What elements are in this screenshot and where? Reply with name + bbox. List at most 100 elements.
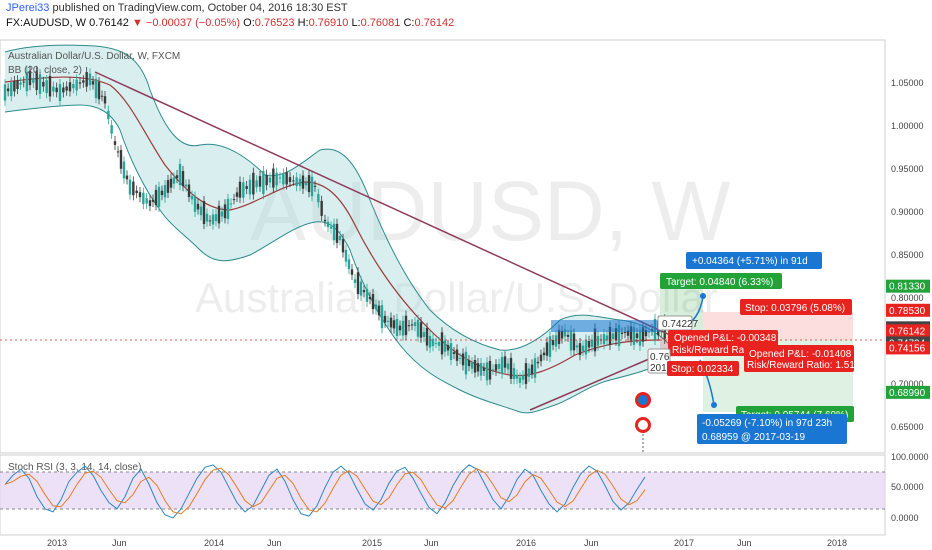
candle-body	[488, 360, 492, 380]
candle-body	[332, 223, 336, 241]
x-tick-label: 2017	[674, 538, 694, 548]
high-value: 0.76910	[308, 17, 349, 29]
candle-body	[154, 189, 158, 206]
candle-body	[644, 329, 648, 337]
price-tag-label: 0.68990	[889, 388, 926, 399]
candle-body	[285, 172, 288, 185]
short-pl-label[interactable]	[744, 345, 854, 372]
candle-body	[407, 325, 411, 327]
candle-body	[184, 184, 188, 187]
down-target-subtext: 0.68959 @ 2017-03-19	[702, 432, 805, 443]
price-tag	[886, 303, 930, 317]
candle-body	[452, 352, 456, 354]
candle-body	[587, 340, 591, 348]
y-tick-label: 1.00000	[891, 121, 924, 131]
candle-body	[617, 324, 621, 346]
candle-body	[232, 199, 236, 201]
candle-body	[35, 71, 38, 91]
candle-body	[638, 329, 642, 346]
candle-body	[395, 318, 399, 337]
stoch-d-line	[4, 467, 646, 515]
candle-body	[32, 78, 35, 83]
candle-body	[467, 360, 471, 367]
candle-body	[169, 178, 173, 188]
candle-body	[635, 333, 639, 339]
main-pane[interactable]	[0, 39, 886, 454]
candle-body	[75, 79, 78, 91]
candle-body	[620, 332, 624, 335]
price-tag-label: 0.78530	[889, 306, 926, 317]
y-tick-label: 0.70000	[891, 379, 924, 389]
candle-body	[110, 125, 113, 134]
candle-body	[386, 320, 390, 322]
candle-body	[113, 141, 117, 145]
candle-body	[205, 213, 209, 222]
watermark-name: Australian Dollar/U.S. Dollar	[195, 274, 718, 321]
short-projection-dot	[711, 402, 717, 408]
up-target-box[interactable]	[686, 252, 822, 269]
x-tick-label: 2013	[47, 538, 67, 548]
support-trendline[interactable]	[529, 349, 671, 411]
candle-body	[202, 201, 206, 225]
candle-body	[566, 334, 570, 337]
candle-body	[578, 343, 582, 356]
candle-body	[307, 175, 311, 193]
candle-body	[262, 171, 265, 195]
candle-body	[28, 70, 32, 86]
candle-body	[245, 186, 248, 190]
candle-body	[326, 221, 330, 228]
candle-body	[365, 288, 369, 302]
candle-body	[362, 290, 366, 293]
down-target-box[interactable]	[697, 414, 847, 444]
candle-body	[512, 368, 516, 380]
candle-body	[614, 328, 618, 341]
long-target-text: Target: 0.04840 (6.33%)	[666, 277, 773, 288]
candle-body	[596, 336, 600, 346]
candle-body	[410, 324, 414, 326]
x-tick-label: 2014	[204, 538, 224, 548]
candle-body	[226, 198, 230, 219]
candle-body	[419, 322, 423, 338]
resistance-trendline[interactable]	[94, 71, 671, 336]
candle-body	[329, 226, 333, 229]
long-projection-dot	[700, 293, 706, 299]
candle-body	[65, 86, 68, 91]
candle-body	[151, 199, 155, 202]
candle-body	[539, 354, 543, 362]
long-target-label[interactable]	[660, 273, 782, 289]
candle-body	[175, 175, 179, 179]
candle-body	[389, 317, 393, 328]
candle-body	[295, 177, 298, 187]
resistance-zone[interactable]	[551, 320, 660, 332]
candle-body	[145, 198, 148, 204]
candle-body	[551, 340, 555, 346]
candle-body	[122, 161, 126, 179]
candle-body	[282, 173, 285, 185]
long-stop-label[interactable]	[667, 361, 739, 376]
candle-body	[10, 82, 13, 97]
candle-body	[584, 339, 588, 355]
candle-body	[116, 151, 120, 153]
candle-body	[97, 82, 101, 100]
candle-body	[255, 180, 258, 188]
symbol-header: FX:AUDUSD, W 0.76142 ▼ −0.00037 (−0.05%)…	[6, 17, 454, 29]
high-label: H:	[297, 17, 309, 29]
close-value: 0.76142	[414, 17, 455, 29]
candle-body	[425, 327, 429, 346]
event-flag-inner-icon	[638, 395, 648, 405]
candle-body	[413, 322, 417, 327]
candle-body	[94, 78, 98, 99]
down-target-text: -0.05269 (-7.10%) in 97d 23h	[702, 418, 832, 429]
candle-body	[68, 82, 72, 92]
candle-body	[623, 332, 627, 334]
short-stop-label[interactable]	[740, 299, 852, 315]
candle-body	[278, 177, 282, 179]
candle-body	[335, 223, 339, 243]
candle-body	[42, 81, 45, 87]
candle-body	[374, 304, 378, 310]
price-tag-label: 0.74156	[889, 343, 926, 354]
candle-body	[455, 349, 459, 361]
author-name[interactable]: JPerei33	[6, 2, 50, 14]
candle-body	[533, 358, 537, 378]
